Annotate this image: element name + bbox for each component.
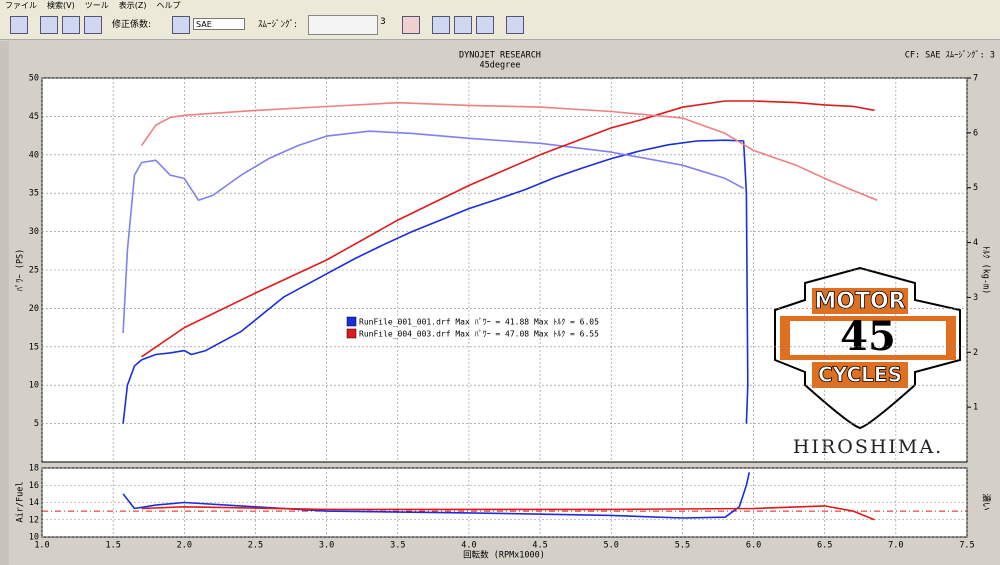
series-line: [122, 139, 749, 424]
chart-area: DYNOJET RESEARCH 45degree CF: SAE ｽﾑｰｼﾞﾝ…: [0, 41, 995, 565]
x-tick-label: 5.5: [675, 541, 690, 551]
tool-button[interactable]: [10, 16, 28, 34]
toolbar: 修正係数: SAE ｽﾑｰｼﾞﾝｸﾞ: 3: [0, 11, 1000, 40]
series-line: [141, 505, 875, 521]
tool-button[interactable]: [84, 16, 102, 34]
y-tick-label: 10: [29, 533, 39, 543]
menu-item[interactable]: ツール: [84, 1, 109, 10]
y-tick-label: 14: [29, 498, 39, 508]
toolbar-label: ｽﾑｰｼﾞﾝｸﾞ:: [258, 20, 298, 30]
y-tick-label: 15: [29, 342, 39, 352]
logo-band: [812, 288, 908, 314]
menu-item[interactable]: ファイル: [5, 1, 37, 10]
tool-button[interactable]: [62, 16, 80, 34]
y-axis-label: ﾊﾟﾜｰ (PS): [16, 249, 26, 292]
menu-item[interactable]: ヘルプ: [156, 1, 181, 10]
y2-tick-label: 1: [973, 403, 978, 413]
x-tick-label: 7.0: [888, 541, 903, 551]
toolbar-value: 3: [380, 17, 386, 27]
toolbar-label: 修正係数:: [112, 20, 152, 30]
logo-text: MOTOR: [814, 289, 905, 314]
series-line: [122, 472, 751, 519]
legend-swatch: [346, 328, 357, 339]
y-tick-label: 18: [29, 464, 39, 474]
logo-band: [812, 362, 908, 388]
tool-button[interactable]: [454, 16, 472, 34]
y2-tick-label: 3: [973, 293, 978, 303]
legend-label: RunFile_004_003.drf Max ﾊﾟﾜｰ = 47.08 Max…: [359, 330, 599, 339]
x-tick-label: 6.0: [746, 541, 761, 551]
y2-tick-label: 7: [973, 74, 978, 84]
y-tick-label: 40: [29, 150, 39, 160]
menu-item[interactable]: 表示(Z): [118, 1, 147, 10]
y2-tick-label: 2: [973, 348, 978, 358]
series-line: [122, 130, 744, 334]
y-tick-label: 5: [34, 419, 39, 429]
af-axis-label: Air/Fuel: [16, 482, 26, 523]
logo-text: CYCLES: [818, 363, 902, 387]
y-tick-label: 50: [29, 74, 39, 84]
y-tick-label: 20: [29, 304, 39, 314]
smoothing-slider[interactable]: [308, 15, 378, 35]
y-tick-label: 30: [29, 227, 39, 237]
x-tick-label: 7.5: [959, 541, 974, 551]
series-line: [141, 100, 875, 358]
y2-tick-label: 6: [973, 128, 978, 138]
series-line: [140, 101, 878, 202]
main-plot: [41, 77, 968, 463]
y-tick-label: 10: [29, 381, 39, 391]
x-tick-label: 3.5: [390, 541, 405, 551]
y-tick-label: 16: [29, 481, 39, 491]
x-tick-label: 4.5: [532, 541, 547, 551]
x-tick-label: 3.0: [319, 541, 334, 551]
tool-button[interactable]: [402, 16, 420, 34]
tool-button[interactable]: [506, 16, 524, 34]
y-tick-label: 35: [29, 189, 39, 199]
chart-subtitle: 45degree: [480, 61, 521, 71]
y2-tick-label: 5: [973, 183, 978, 193]
y-tick-label: 12: [29, 515, 39, 525]
chart-title: DYNOJET RESEARCH: [459, 51, 541, 61]
tool-button[interactable]: [172, 16, 190, 34]
af-right-label: 濃い: [981, 493, 992, 510]
menu-item[interactable]: 検索(V): [47, 1, 75, 10]
logo: MOTOR 45 CYCLES HIROSHIMA.: [774, 266, 961, 458]
y-tick-label: 45: [29, 112, 39, 122]
legend-swatch: [346, 316, 357, 327]
x-axis-label: 回転数 (RPMx1000): [463, 550, 545, 561]
x-tick-label: 6.5: [817, 541, 832, 551]
y-tick-label: 25: [29, 266, 39, 276]
x-tick-label: 2.0: [177, 541, 192, 551]
x-tick-label: 1.0: [34, 541, 49, 551]
side-strip: [0, 41, 9, 565]
legend-label: RunFile_001_001.drf Max ﾊﾟﾜｰ = 41.88 Max…: [359, 318, 599, 327]
x-tick-label: 5.0: [604, 541, 619, 551]
y2-tick-label: 4: [973, 238, 978, 248]
settings-note: CF: SAE ｽﾑｰｼﾞﾝｸﾞ: 3: [905, 51, 995, 61]
tool-button[interactable]: [40, 16, 58, 34]
correction-select[interactable]: SAE: [193, 18, 245, 30]
menu-bar: ファイル 検索(V) ツール 表示(Z) ヘルプ: [0, 0, 1000, 11]
x-tick-label: 4.0: [461, 541, 476, 551]
y2-axis-label: ﾄﾙｸ (kg-m): [981, 246, 991, 295]
x-tick-label: 1.5: [105, 541, 120, 551]
tool-button[interactable]: [432, 16, 450, 34]
logo-text: 45: [840, 313, 896, 360]
logo-band: [790, 321, 946, 355]
x-tick-label: 2.5: [248, 541, 263, 551]
logo-text: HIROSHIMA.: [793, 436, 943, 458]
tool-button[interactable]: [476, 16, 494, 34]
